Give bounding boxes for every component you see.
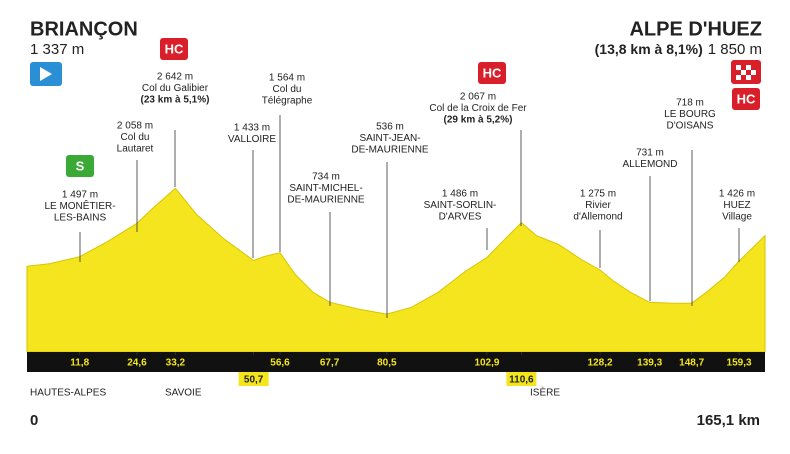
km-tick-label: 56,6 — [270, 358, 290, 369]
hc-badge: HC — [160, 38, 188, 60]
km-bar — [27, 352, 765, 372]
hc-badge-box — [160, 38, 188, 60]
annotation-text: Télégraphe — [262, 96, 313, 107]
km-tick-label: 148,7 — [679, 358, 704, 369]
annotation-text: Col de la Croix de Fer — [429, 103, 527, 114]
annotation-text: (29 km à 5,2%) — [444, 115, 513, 126]
annotation-text: 1 486 m — [442, 189, 478, 200]
hc-badge-box — [478, 62, 506, 84]
annotation-text: 1 564 m — [269, 73, 305, 84]
km-tick-label: 110,6 — [509, 375, 534, 386]
annotation-text: 2 058 m — [117, 121, 153, 132]
annotation-text: 1 433 m — [234, 123, 270, 134]
finish-name: ALPE D'HUEZ — [629, 18, 762, 40]
km-tick-label: 159,3 — [727, 358, 752, 369]
annotation-text: 2 642 m — [157, 72, 193, 83]
annotation-text: SAINT-SORLIN- — [424, 200, 497, 211]
hc-badge: HC — [478, 62, 506, 84]
annotation-text: Lautaret — [117, 144, 154, 155]
annotation-text: Col du — [273, 84, 302, 95]
annotation-text: SAINT-JEAN- — [359, 133, 420, 144]
hc-badge-text: HC — [483, 65, 502, 80]
sprint-badge-text: S — [76, 158, 85, 173]
annotation-text: (23 km à 5,1%) — [141, 95, 210, 106]
km-tick-label: 80,5 — [377, 358, 397, 369]
annotation-text: DE-MAURIENNE — [287, 195, 365, 206]
km-tick-box — [238, 372, 269, 386]
region-label: HAUTES-ALPES — [30, 388, 106, 399]
annotation-text: HUEZ — [723, 200, 750, 211]
annotation-text: LES-BAINS — [54, 213, 107, 224]
km-tick-label: 50,7 — [244, 375, 264, 386]
annotation-text: 1 275 m — [580, 189, 616, 200]
annotation-text: Col du Galibier — [142, 83, 209, 94]
km-tick-box — [506, 372, 537, 386]
region-label: ISÈRE — [530, 386, 560, 399]
annotation-text: 2 067 m — [460, 92, 496, 103]
annotation-text: DE-MAURIENNE — [351, 145, 429, 156]
start-altitude: 1 337 m — [30, 41, 84, 58]
finish-climb: (13,8 km à 8,1%) — [595, 41, 703, 57]
annotation-text: 731 m — [636, 148, 664, 159]
annotation-text: D'ARVES — [439, 212, 482, 223]
sprint-badge-box — [66, 155, 94, 177]
annotation-text: 718 m — [676, 98, 704, 109]
annotation-text: LE MONÊTIER- — [44, 199, 115, 212]
elevation-area — [26, 187, 766, 353]
hc-badge: HC — [732, 88, 760, 110]
annotation-text: D'OISANS — [667, 121, 714, 132]
start-name: BRIANÇON — [30, 18, 138, 40]
annotation-text: 536 m — [376, 122, 404, 133]
sprint-badge: S — [66, 155, 94, 177]
start-km: 0 — [30, 412, 38, 429]
annotation-text: d'Allemond — [573, 212, 622, 223]
km-tick-label: 139,3 — [637, 358, 662, 369]
finish-altitude: 1 850 m — [708, 41, 762, 58]
start-flag — [30, 62, 62, 86]
annotation-text: Village — [722, 212, 752, 223]
km-tick-label: 33,2 — [166, 358, 186, 369]
annotation-text: 1 426 m — [719, 189, 755, 200]
km-tick-label: 128,2 — [588, 358, 613, 369]
annotation-text: 1 497 m — [62, 190, 98, 201]
hc-badge-box — [732, 88, 760, 110]
finish-flag — [731, 60, 761, 84]
hc-badge-text: HC — [737, 91, 756, 106]
annotation-text: Col du — [121, 132, 150, 143]
km-tick-label: 24,6 — [127, 358, 147, 369]
annotation-text: LE BOURG — [664, 109, 716, 120]
annotation-text: Rivier — [585, 200, 611, 211]
annotation-text: ALLEMOND — [622, 159, 677, 170]
km-tick-label: 102,9 — [474, 358, 499, 369]
annotation-text: VALLOIRE — [228, 134, 276, 145]
end-km: 165,1 km — [697, 412, 760, 429]
finish-info: (13,8 km à 8,1%) 1 850 m — [595, 41, 762, 58]
annotation-text: SAINT-MICHEL- — [289, 183, 362, 194]
annotation-text: 734 m — [312, 172, 340, 183]
km-tick-label: 67,7 — [320, 358, 340, 369]
hc-badge-text: HC — [165, 41, 184, 56]
km-tick-label: 11,8 — [70, 358, 89, 369]
region-label: SAVOIE — [165, 388, 202, 399]
